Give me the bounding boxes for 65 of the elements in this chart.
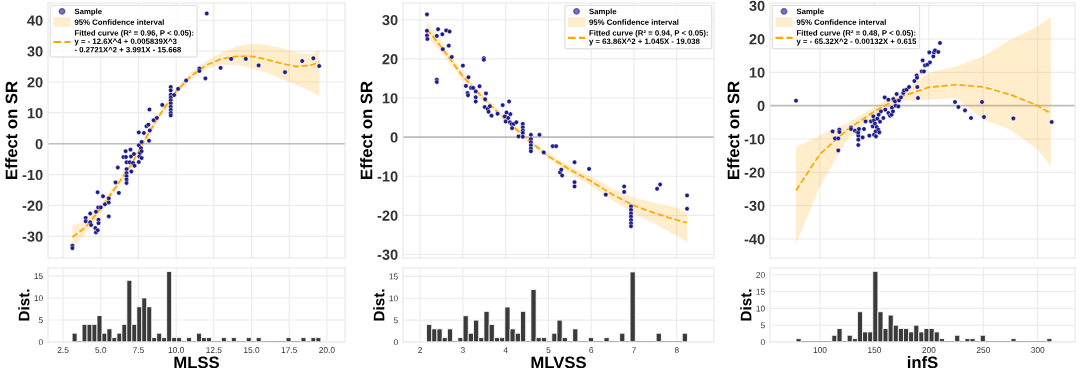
y-tick-label: 20	[27, 77, 43, 88]
y-axis-title: Effect on SR	[727, 81, 740, 179]
y-tick-label: -20	[744, 167, 765, 178]
x-tick-label: 20.0	[319, 347, 335, 353]
y-tick-label: 10	[34, 295, 43, 302]
x-tick-label: 17.5	[281, 347, 297, 353]
x-tick-label: 100	[813, 347, 827, 353]
x-tick-label: 200	[922, 347, 936, 353]
y-axis-title: Dist.	[373, 289, 385, 321]
y-tick-label: -20	[22, 200, 43, 211]
y-tick-label: -30	[744, 200, 765, 212]
y-tick-label: -10	[377, 171, 398, 182]
y-tick-label: 0	[35, 138, 43, 150]
y-axis-title: Dist.	[740, 289, 752, 321]
y-tick-label: 20	[749, 34, 765, 45]
y-tick-label: 0	[760, 339, 765, 346]
y-tick-label: -10	[22, 169, 43, 181]
y-tick-label: 0	[390, 132, 398, 143]
y-tick-label: 0	[393, 339, 398, 346]
y-tick-label: 30	[749, 0, 765, 12]
y-tick-label: -10	[744, 134, 765, 145]
y-tick-label: 15	[756, 288, 765, 295]
y-tick-label: -40	[744, 234, 765, 245]
y-axis-title: Effect on SR	[5, 81, 18, 179]
x-tick-label: 2.5	[57, 347, 69, 353]
y-tick-label: 20	[756, 271, 765, 278]
x-tick-label: 5.0	[95, 347, 107, 353]
y-tick-label: -30	[377, 249, 398, 260]
x-tick-label: 2	[418, 347, 423, 353]
y-tick-label: 10	[382, 93, 398, 104]
y-tick-label: -20	[377, 210, 398, 221]
y-axis-title: Dist.	[18, 289, 30, 321]
x-tick-label: 8	[674, 347, 679, 353]
y-tick-label: -30	[22, 231, 43, 242]
x-tick-label: 300	[1031, 347, 1045, 353]
y-tick-label: 10	[756, 305, 765, 312]
x-tick-label: 4	[503, 347, 508, 353]
x-tick-label: 5	[546, 347, 551, 353]
x-tick-label: 7	[632, 347, 636, 353]
x-tick-label: 6	[589, 347, 594, 353]
y-tick-label: 0	[38, 339, 43, 346]
y-tick-label: 30	[27, 46, 43, 57]
x-tick-label: 15.0	[244, 347, 260, 353]
x-tick-label: 10.0	[168, 347, 184, 353]
y-tick-label: 5	[760, 322, 765, 329]
x-axis-title: infS	[907, 356, 938, 368]
y-tick-label: 15	[389, 273, 398, 280]
x-axis-title: MLVSS	[531, 356, 586, 368]
x-tick-label: 3	[460, 347, 465, 353]
x-tick-label: 150	[868, 347, 882, 353]
y-tick-label: 10	[27, 108, 43, 119]
y-tick-label: 15	[34, 273, 43, 280]
y-tick-label: 10	[389, 295, 398, 302]
y-tick-label: 20	[382, 54, 398, 65]
x-tick-label: 7.5	[133, 347, 144, 353]
x-tick-label: 12.5	[206, 347, 222, 353]
y-tick-label: 10	[749, 67, 765, 78]
x-tick-label: 250	[976, 347, 990, 353]
y-tick-label: 5	[393, 317, 398, 324]
y-tick-label: 5	[38, 317, 43, 324]
y-axis-title: Effect on SR	[360, 81, 373, 179]
y-tick-label: 0	[757, 100, 765, 112]
y-tick-label: 30	[382, 14, 398, 26]
y-tick-label: 40	[27, 15, 43, 26]
x-axis-title: MLSS	[174, 356, 219, 368]
